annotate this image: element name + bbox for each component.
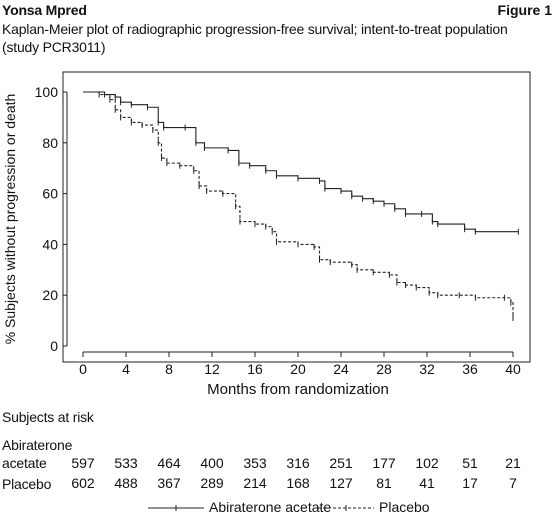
risk-count: 400 (200, 455, 224, 471)
y-tick-label: 20 (42, 287, 58, 303)
drug-name: Yonsa Mpred (2, 2, 87, 18)
risk-count: 168 (286, 475, 310, 491)
chart-subtitle: Kaplan-Meier plot of radiographic progre… (2, 20, 542, 56)
x-tick-label: 0 (79, 361, 87, 377)
series-abiraterone-line (83, 91, 519, 233)
x-tick-label: 28 (376, 361, 392, 377)
risk-count: 127 (329, 475, 353, 491)
series-placebo-line (83, 91, 514, 319)
y-tick-label: 40 (42, 236, 58, 252)
risk-count: 17 (462, 475, 478, 491)
risk-count: 602 (71, 475, 95, 491)
x-axis-label: Months from randomization (207, 381, 389, 398)
risk-table-title: Subjects at risk (2, 409, 94, 425)
y-tick-label: 80 (42, 135, 58, 151)
risk-count: 289 (200, 475, 224, 491)
x-tick-label: 12 (204, 361, 220, 377)
x-tick-label: 24 (333, 361, 349, 377)
risk-count: 102 (415, 455, 439, 471)
subtitle-line: (study PCR3011) (2, 39, 106, 55)
risk-count: 597 (71, 455, 95, 471)
risk-count: 316 (286, 455, 310, 471)
x-tick-label: 36 (462, 361, 478, 377)
risk-count: 51 (462, 455, 478, 471)
legend-marks (148, 505, 374, 511)
risk-count: 214 (243, 475, 267, 491)
x-tick-label: 8 (165, 361, 173, 377)
chart-series (83, 91, 519, 322)
x-tick-label: 32 (419, 361, 435, 377)
risk-row-label: acetate (2, 455, 47, 471)
risk-row-label: Placebo (2, 476, 52, 492)
figure-label: Figure 1 (497, 2, 552, 18)
risk-count: 367 (157, 475, 181, 491)
y-tick-label: 0 (50, 338, 58, 354)
risk-row-label: Abiraterone (2, 437, 73, 453)
risk-count: 7 (509, 475, 517, 491)
risk-count: 488 (114, 475, 138, 491)
legend-label-abiraterone: Abiraterone acetate (209, 499, 332, 515)
risk-count: 177 (372, 455, 396, 471)
legend-label-placebo: Placebo (379, 499, 430, 515)
plot-frame (62, 71, 531, 363)
risk-count: 41 (419, 475, 435, 491)
risk-count: 21 (505, 455, 521, 471)
subtitle-line: Kaplan-Meier plot of radiographic progre… (2, 21, 508, 37)
x-tick-label: 16 (247, 361, 263, 377)
x-tick-label: 40 (505, 361, 521, 377)
y-tick-label: 100 (35, 84, 59, 100)
risk-count: 353 (243, 455, 267, 471)
y-axis-label: % Subjects without progression or death (2, 94, 18, 345)
chart-axes: 0 20 40 60 80 100 0 4 8 12 16 20 24 28 32 36 40 Months fr… (2, 71, 531, 398)
x-tick-label: 20 (290, 361, 306, 377)
risk-count: 81 (376, 475, 392, 491)
risk-count: 533 (114, 455, 138, 471)
risk-count: 464 (157, 455, 181, 471)
risk-count: 251 (329, 455, 353, 471)
x-tick-label: 4 (122, 361, 130, 377)
y-tick-label: 60 (42, 186, 58, 202)
